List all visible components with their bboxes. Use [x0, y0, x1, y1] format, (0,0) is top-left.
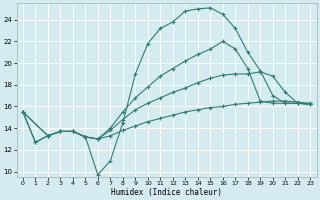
X-axis label: Humidex (Indice chaleur): Humidex (Indice chaleur)	[111, 188, 222, 197]
